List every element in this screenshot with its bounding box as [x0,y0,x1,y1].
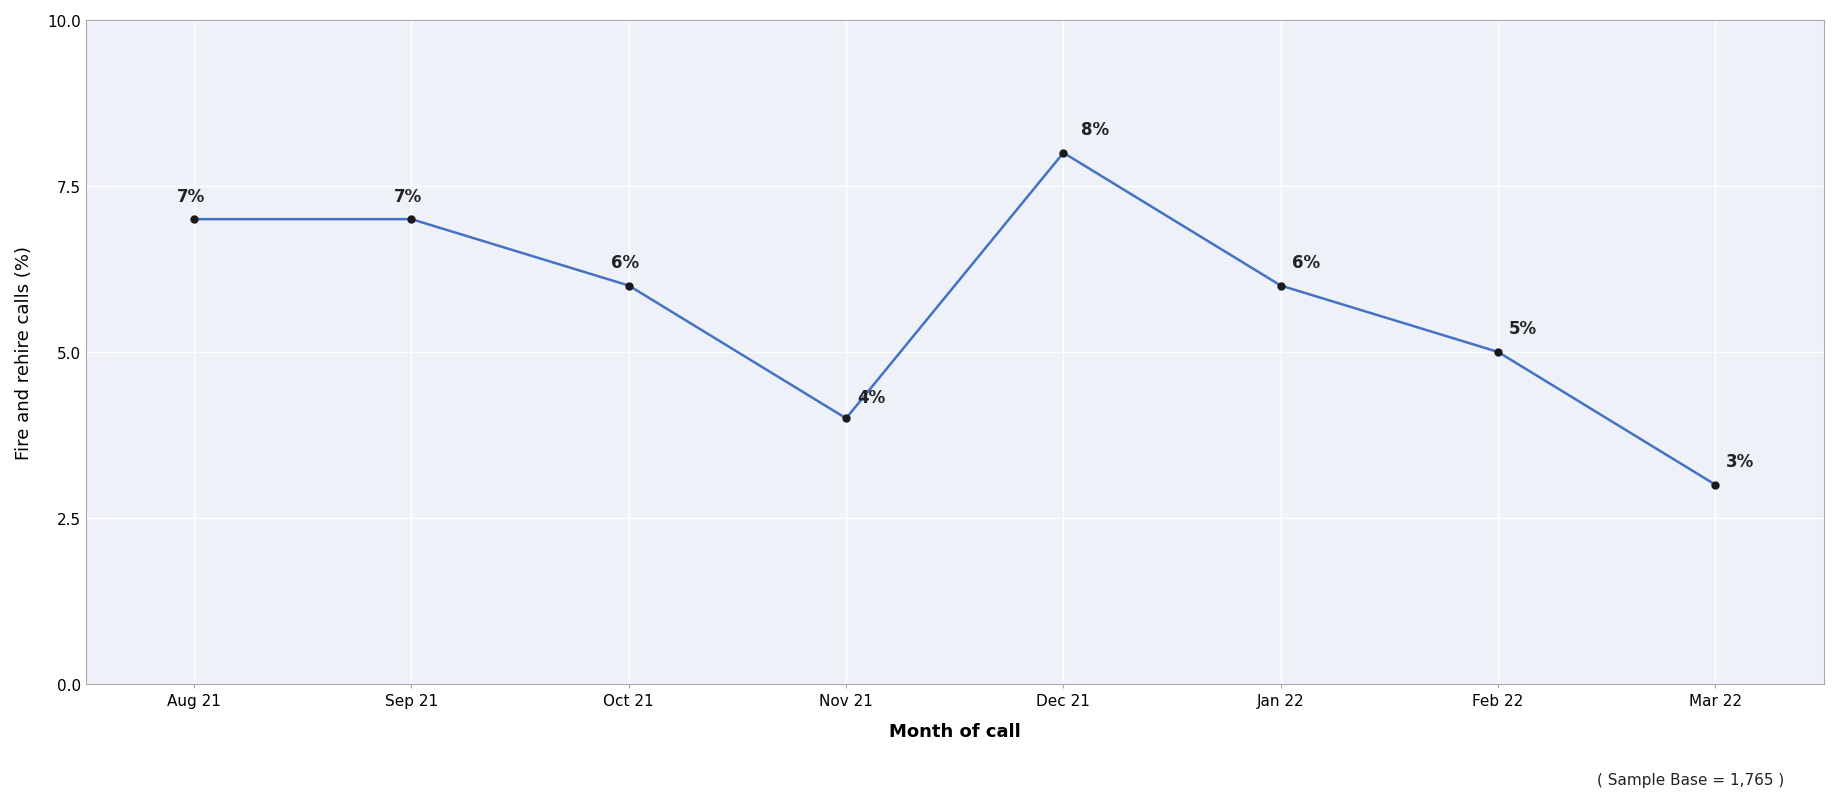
Text: 5%: 5% [1508,320,1537,338]
Text: 7%: 7% [394,187,423,206]
Text: 6%: 6% [611,254,640,271]
X-axis label: Month of call: Month of call [888,722,1021,740]
Text: 6%: 6% [1291,254,1320,271]
Text: 8%: 8% [1081,121,1109,139]
Text: 7%: 7% [177,187,204,206]
Y-axis label: Fire and rehire calls (%): Fire and rehire calls (%) [15,246,33,459]
Text: 3%: 3% [1727,453,1754,471]
Text: ( Sample Base = 1,765 ): ( Sample Base = 1,765 ) [1596,772,1784,787]
Text: 4%: 4% [857,389,885,407]
